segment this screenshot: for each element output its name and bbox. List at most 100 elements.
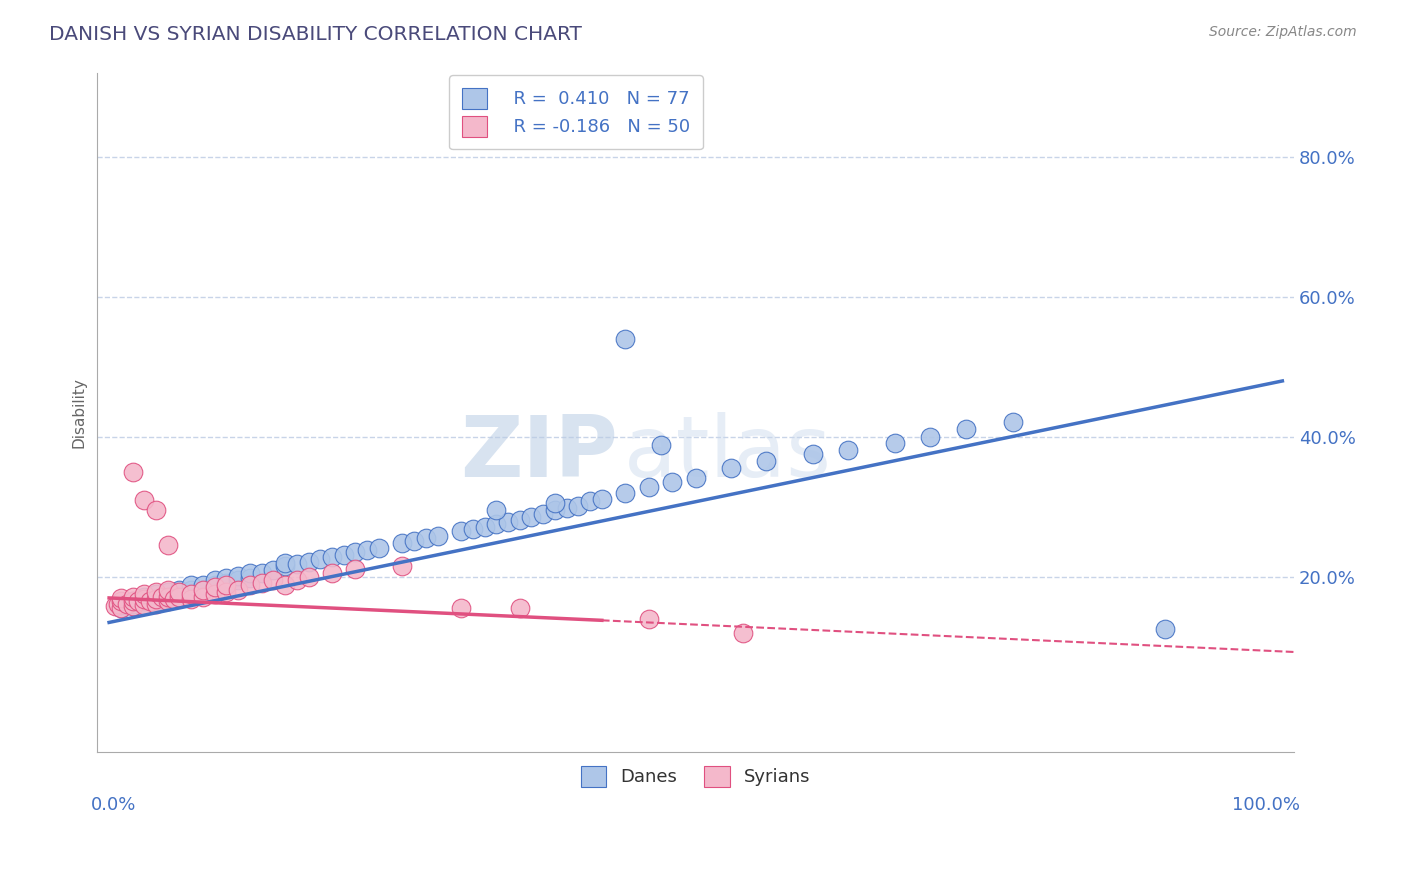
Point — [191, 582, 214, 597]
Point — [415, 532, 437, 546]
Point — [134, 587, 156, 601]
Point — [250, 575, 273, 590]
Point — [180, 592, 202, 607]
Point — [169, 590, 191, 604]
Point — [226, 568, 249, 582]
Point — [344, 545, 367, 559]
Point — [285, 574, 308, 588]
Legend: Danes, Syrians: Danes, Syrians — [574, 758, 818, 794]
Point — [567, 499, 589, 513]
Point — [496, 516, 519, 530]
Point — [121, 599, 143, 614]
Point — [121, 594, 143, 608]
Point — [731, 626, 754, 640]
Point — [391, 536, 413, 550]
Point — [110, 601, 132, 615]
Point — [720, 461, 742, 475]
Point — [309, 552, 332, 566]
Point — [104, 599, 127, 614]
Point — [156, 582, 179, 597]
Text: atlas: atlas — [624, 412, 832, 495]
Point — [180, 578, 202, 592]
Point — [139, 594, 162, 608]
Point — [391, 559, 413, 574]
Point — [156, 592, 179, 607]
Point — [134, 592, 156, 607]
Point — [474, 519, 496, 533]
Point — [121, 599, 143, 614]
Point — [169, 582, 191, 597]
Point — [169, 585, 191, 599]
Point — [156, 594, 179, 608]
Point — [215, 571, 238, 585]
Point — [107, 597, 129, 611]
Point — [191, 578, 214, 592]
Point — [685, 470, 707, 484]
Point — [180, 587, 202, 601]
Point — [485, 517, 508, 532]
Point — [204, 574, 226, 588]
Point — [801, 447, 824, 461]
Point — [1154, 623, 1177, 637]
Point — [426, 529, 449, 543]
Point — [156, 590, 179, 604]
Point — [215, 585, 238, 599]
Point — [368, 541, 391, 555]
Point — [755, 454, 778, 468]
Point — [250, 566, 273, 581]
Point — [145, 591, 167, 605]
Point — [637, 480, 659, 494]
Point — [450, 524, 472, 539]
Point — [520, 510, 543, 524]
Point — [555, 501, 578, 516]
Point — [955, 421, 977, 435]
Point — [531, 507, 554, 521]
Point — [110, 598, 132, 612]
Point — [180, 587, 202, 601]
Point — [579, 494, 602, 508]
Point — [204, 578, 226, 592]
Point — [134, 598, 156, 612]
Point — [134, 592, 156, 607]
Point — [110, 591, 132, 605]
Point — [239, 566, 262, 581]
Point — [191, 582, 214, 597]
Point — [145, 594, 167, 608]
Point — [544, 496, 567, 510]
Point — [121, 465, 143, 479]
Point — [145, 597, 167, 611]
Point — [121, 594, 143, 608]
Point — [297, 570, 319, 584]
Point — [274, 578, 297, 592]
Point — [226, 582, 249, 597]
Point — [332, 548, 354, 562]
Point — [661, 475, 683, 490]
Text: 100.0%: 100.0% — [1232, 796, 1301, 814]
Point — [127, 594, 149, 608]
Point — [884, 435, 907, 450]
Text: 0.0%: 0.0% — [91, 796, 136, 814]
Point — [321, 550, 343, 565]
Point — [262, 563, 284, 577]
Point — [226, 574, 249, 588]
Point — [509, 601, 531, 615]
Point — [110, 594, 132, 608]
Point — [156, 585, 179, 599]
Point — [614, 332, 637, 346]
Point — [450, 601, 472, 615]
Point — [274, 556, 297, 570]
Point — [115, 597, 138, 611]
Point — [134, 590, 156, 604]
Point — [544, 503, 567, 517]
Point — [204, 587, 226, 601]
Point — [169, 590, 191, 604]
Text: DANISH VS SYRIAN DISABILITY CORRELATION CHART: DANISH VS SYRIAN DISABILITY CORRELATION … — [49, 25, 582, 44]
Point — [837, 442, 859, 457]
Point — [145, 503, 167, 517]
Point — [215, 575, 238, 590]
Point — [285, 558, 308, 572]
Point — [145, 592, 167, 607]
Point — [650, 438, 672, 452]
Point — [637, 612, 659, 626]
Point — [134, 598, 156, 612]
